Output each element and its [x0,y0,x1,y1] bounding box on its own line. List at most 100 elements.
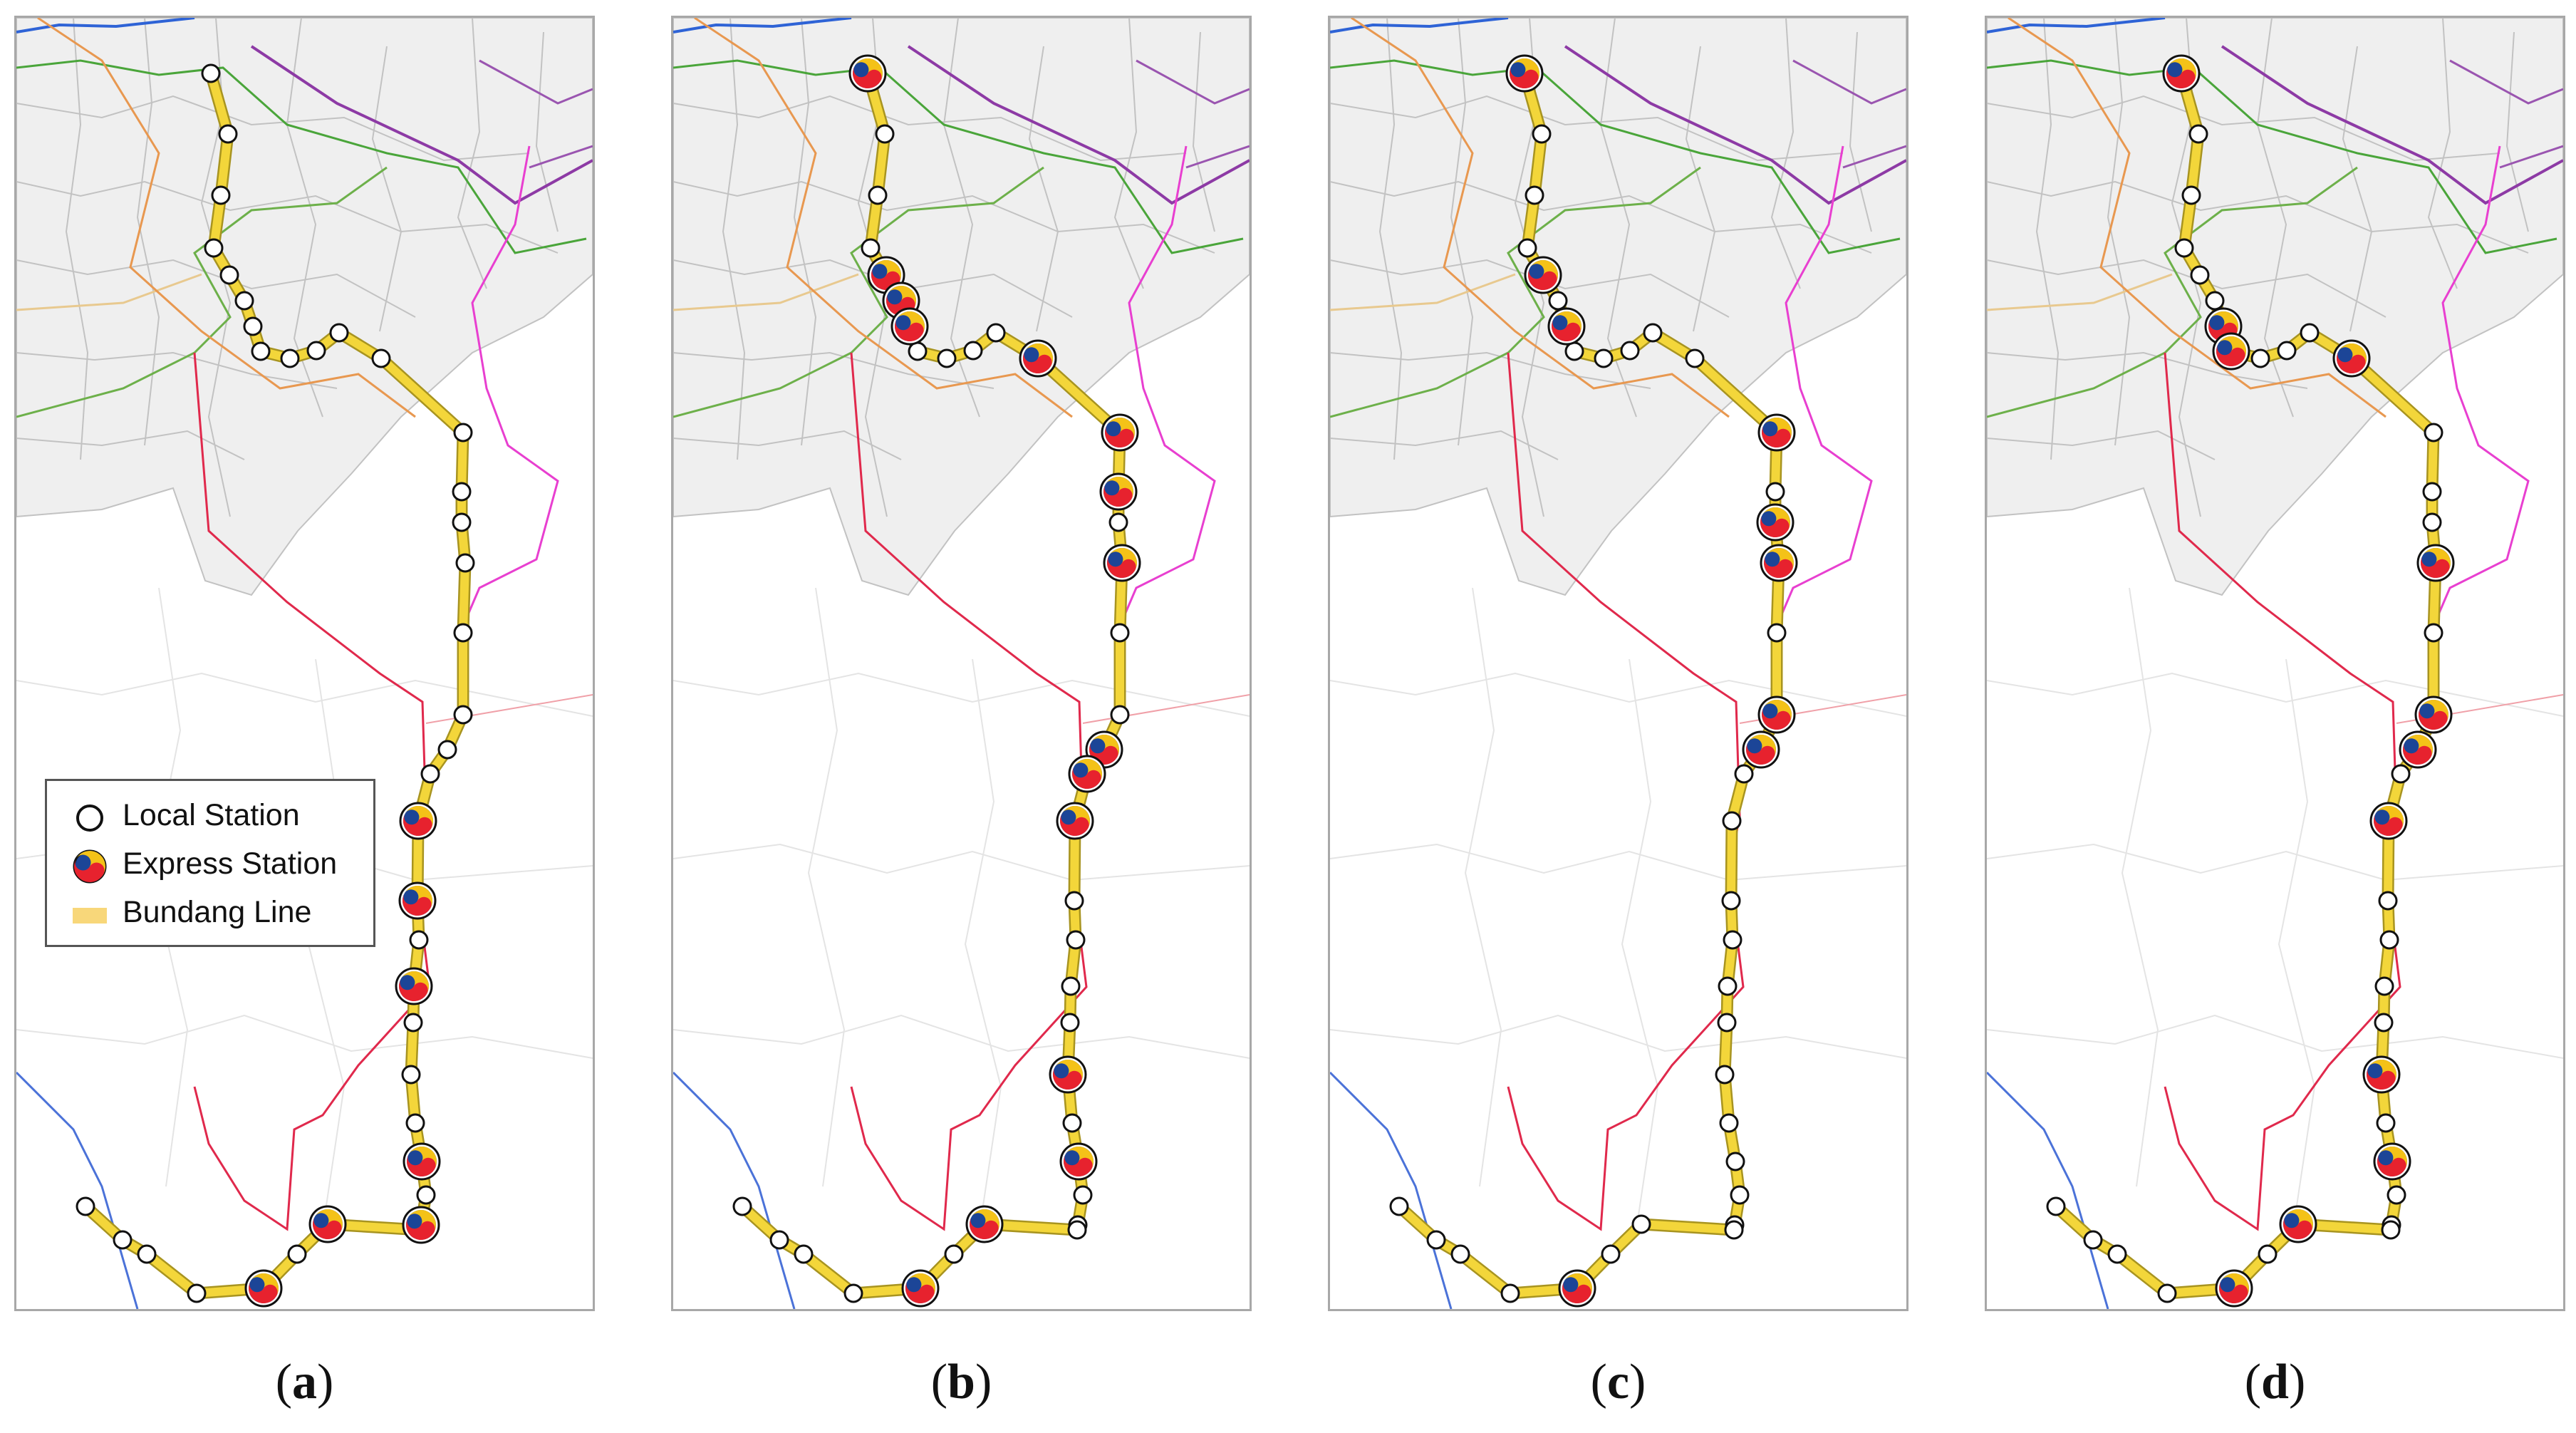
local-station [1631,1214,1651,1234]
local-station [452,482,472,502]
local-station [2181,185,2201,205]
local-station [1564,341,1584,361]
local-station [1532,124,1552,144]
metro-line-blue-south [1987,1071,2109,1309]
local-station [2387,1185,2406,1205]
local-station [1061,976,1081,996]
local-station [2107,1244,2127,1264]
legend-local: Local Station [47,792,373,839]
district-area [1987,18,2563,596]
local-station [218,124,238,144]
metro-line-purple [250,45,593,205]
local-station [204,238,224,258]
metro-line-green-2 [1987,166,2358,418]
metro-line-tan [1987,273,2173,311]
metro-line-magenta [1113,145,1216,638]
local-station [2374,1013,2394,1033]
metro-line-red [2164,352,2401,1231]
local-station [1723,930,1743,950]
local-station [944,1244,964,1264]
metro-line-green-2 [16,166,388,418]
local-station [2190,265,2210,285]
local-station [1685,348,1705,368]
district-borders [16,18,559,517]
bundang-line-icon [73,908,107,924]
local-station [1643,323,1663,343]
local-station [2378,891,2398,911]
express-station [848,54,887,93]
metro-line-red [1507,352,1745,1231]
map-svg [1987,18,2563,1309]
local-station [453,705,473,725]
express-station [1019,339,1057,378]
local-station [306,341,326,361]
south-borders [1987,587,2563,1230]
express-station [244,1269,283,1308]
local-station [732,1196,752,1216]
south-borders [673,587,1250,1230]
local-station [868,185,888,205]
local-station [455,553,475,573]
metro-line-orange [694,18,1073,418]
local-station [1062,1113,1082,1133]
express-station [1101,413,1139,452]
local-station [234,291,254,311]
legend-express: Express Station [47,841,373,888]
metro-line-blue-south [1330,1071,1453,1309]
metro-line-green [16,59,587,254]
express-station-icon [73,849,107,884]
local-station [403,1013,423,1033]
local-station [1767,623,1787,643]
local-station [2391,764,2411,784]
local-station [875,124,895,144]
metro-line-magenta [457,145,559,638]
local-station [2424,623,2443,643]
express-station [890,307,929,346]
local-station [963,341,983,361]
local-station [1426,1230,1446,1250]
local-station [2250,348,2270,368]
metro-line-purple-2 [1136,59,1250,169]
caption-c: (c) [1590,1355,1646,1409]
local-station [2083,1230,2103,1250]
metro-line-orange [37,18,416,418]
metro-line-green [1987,59,2557,254]
metro-line-green-2 [673,166,1044,418]
local-station [1060,1013,1080,1033]
local-station [1110,705,1130,725]
local-station [1717,1013,1737,1033]
local-station [1064,891,1084,911]
express-station [1099,472,1138,511]
local-station [843,1283,863,1303]
local-station [1721,891,1741,911]
express-station [2399,730,2437,769]
local-station [1765,482,1785,502]
legend-line: Bundang Line [47,889,373,936]
express-station [2279,1205,2317,1243]
local-station [1110,623,1130,643]
express-station [965,1205,1004,1243]
district-area [1330,18,1906,596]
local-station [76,1196,95,1216]
local-station [1620,341,1640,361]
metro-line-green [673,59,1244,254]
local-station [113,1230,133,1250]
map-panel-c [1328,16,1908,1311]
express-station [398,881,437,920]
express-station [395,967,433,1005]
local-station [1066,930,1086,950]
local-station [794,1244,814,1264]
express-station [2414,695,2453,734]
caption-b: (b) [930,1355,992,1409]
local-station [1525,185,1544,205]
express-station [1103,544,1141,582]
local-station [251,341,271,361]
legend-express-label: Express Station [123,847,338,881]
local-station [1450,1244,1470,1264]
local-station [371,348,391,368]
local-station [201,63,221,83]
local-station-icon [76,805,103,832]
express-station [2162,54,2201,93]
metro-line-pink [1082,694,1250,724]
local-station [1724,1220,1744,1240]
